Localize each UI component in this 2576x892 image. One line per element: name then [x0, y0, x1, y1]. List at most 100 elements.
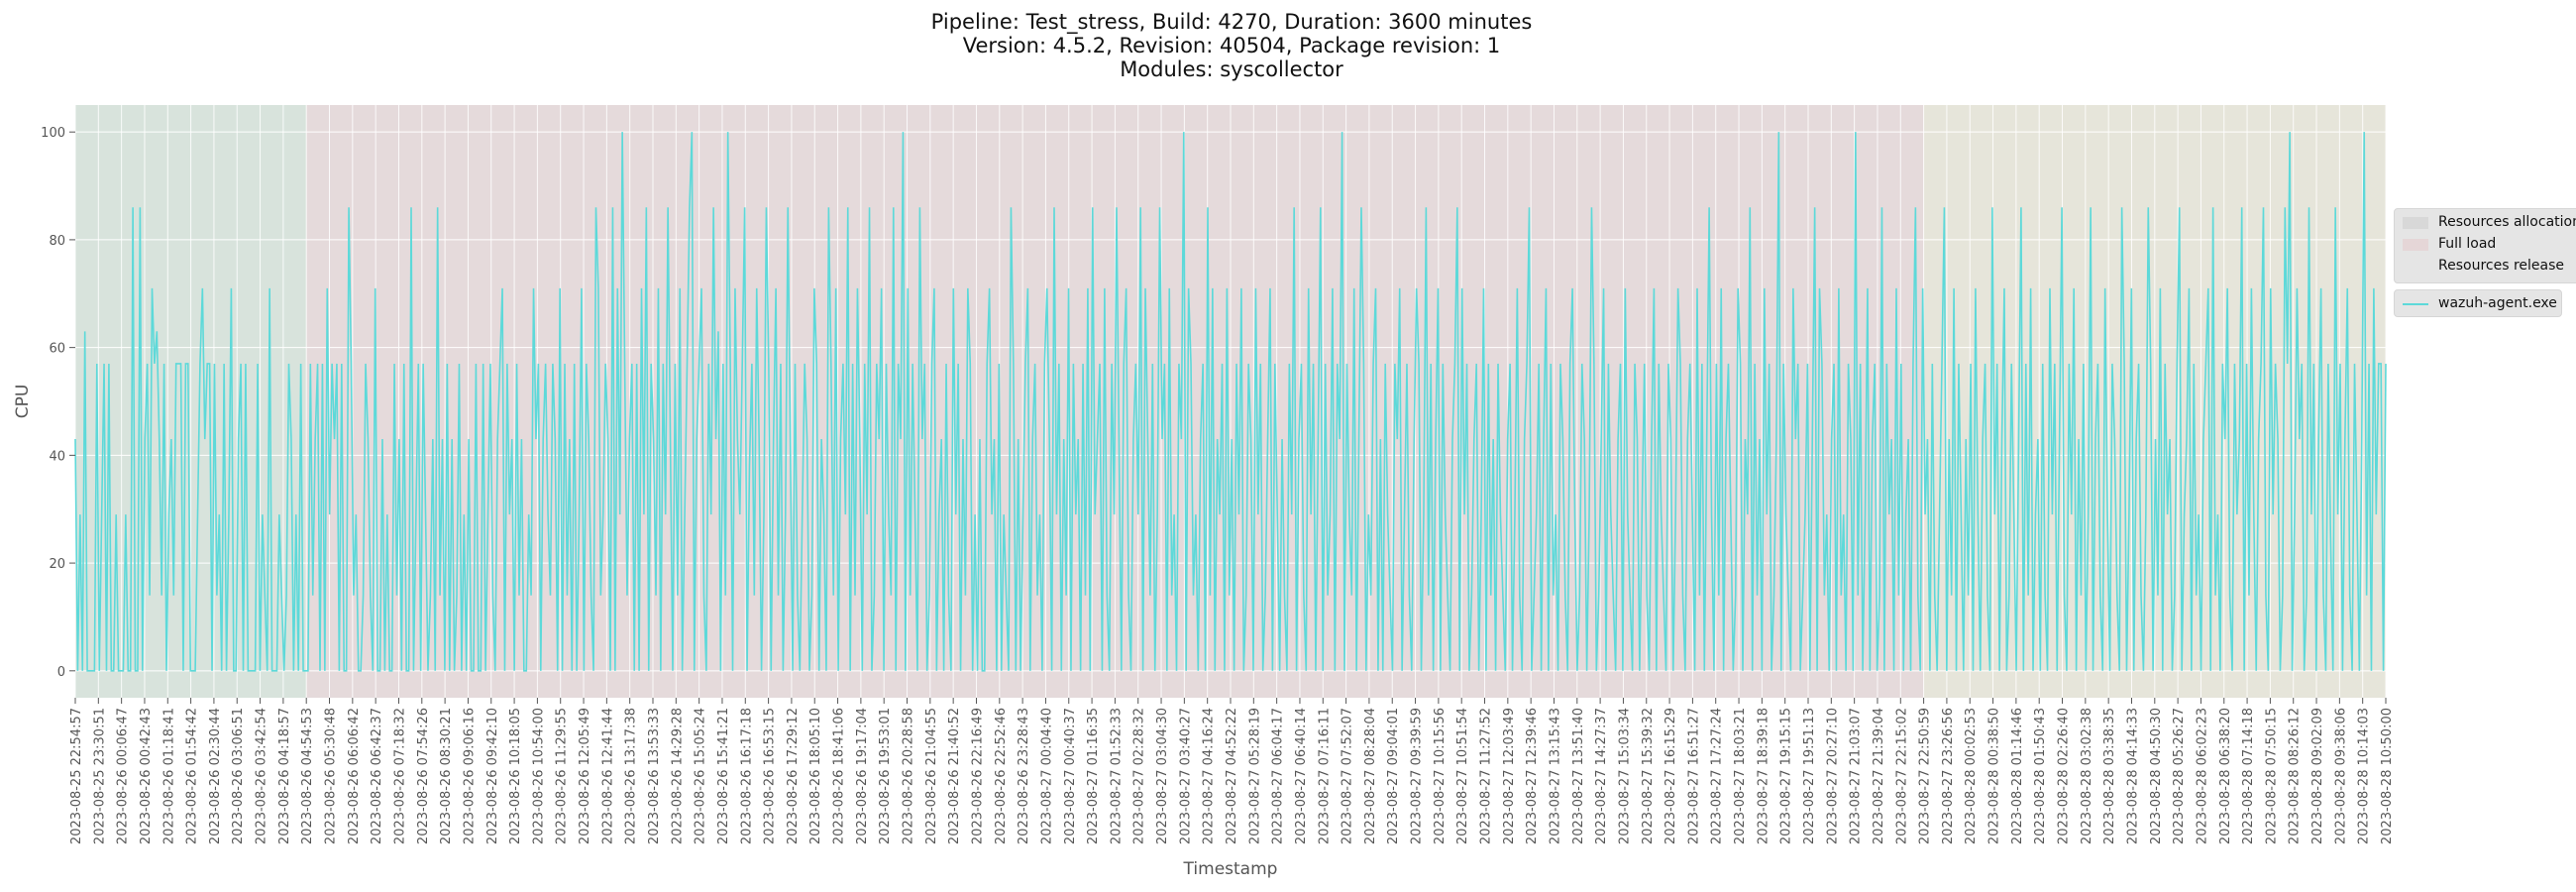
x-tick-label: 2023-08-28 00:38:50 [1987, 708, 2002, 844]
chart-subtitle-1: Version: 4.5.2, Revision: 40504, Package… [962, 34, 1501, 57]
x-tick-label: 2023-08-25 22:54:57 [69, 708, 84, 844]
x-tick-label: 2023-08-27 06:04:17 [1271, 708, 1286, 844]
x-tick-label: 2023-08-27 01:16:35 [1086, 708, 1101, 844]
x-tick-label: 2023-08-26 04:54:53 [300, 708, 315, 844]
legend-entry-wazuh-agent: wazuh-agent.exe [2395, 292, 2561, 314]
x-tick-label: 2023-08-27 22:15:02 [1894, 708, 1909, 844]
x-tick-label: 2023-08-27 18:39:18 [1756, 708, 1771, 844]
x-tick-label: 2023-08-27 05:28:19 [1247, 708, 1262, 844]
x-tick-label: 2023-08-27 15:03:34 [1617, 708, 1632, 844]
x-tick-label: 2023-08-28 02:26:40 [2057, 708, 2072, 844]
y-tick-label: 80 [49, 234, 65, 249]
legend-swatch-release [2403, 261, 2428, 273]
x-tick-label: 2023-08-28 03:38:35 [2102, 708, 2117, 844]
x-tick-label: 2023-08-28 04:14:33 [2125, 708, 2140, 844]
x-tick-label: 2023-08-26 19:17:04 [855, 708, 870, 844]
x-tick-label: 2023-08-27 17:27:24 [1710, 708, 1725, 844]
x-tick-label: 2023-08-26 03:42:54 [255, 708, 269, 844]
x-tick-label: 2023-08-26 23:28:43 [1017, 708, 1031, 844]
x-tick-label: 2023-08-27 07:52:07 [1341, 708, 1355, 844]
legend-swatch-full-load [2403, 239, 2428, 251]
x-tick-label: 2023-08-26 13:17:38 [624, 708, 639, 844]
x-tick-label: 2023-08-27 00:40:37 [1063, 708, 1078, 844]
legend-entry-resources-allocation: Resources allocation [2395, 211, 2576, 233]
x-tick-label: 2023-08-27 02:28:32 [1132, 708, 1147, 844]
x-tick-label: 2023-08-27 07:16:11 [1317, 708, 1332, 844]
x-tick-label: 2023-08-28 10:50:00 [2380, 708, 2395, 844]
y-tick-label: 60 [49, 342, 65, 357]
x-tick-label: 2023-08-28 09:38:06 [2333, 708, 2348, 844]
x-tick-label: 2023-08-28 00:02:53 [1964, 708, 1979, 844]
x-tick-label: 2023-08-27 11:27:52 [1479, 708, 1494, 844]
x-tick-label: 2023-08-26 07:18:32 [392, 708, 407, 844]
x-tick-label: 2023-08-28 08:26:12 [2288, 708, 2303, 844]
x-tick-label: 2023-08-27 08:28:04 [1363, 708, 1378, 844]
x-tick-label: 2023-08-28 07:50:15 [2264, 708, 2279, 844]
x-tick-label: 2023-08-27 06:40:14 [1294, 708, 1309, 844]
x-tick-label: 2023-08-28 05:26:27 [2172, 708, 2187, 844]
x-axis-label: Timestamp [1183, 859, 1278, 879]
x-tick-label: 2023-08-26 21:04:55 [924, 708, 939, 844]
x-tick-label: 2023-08-27 12:39:46 [1525, 708, 1540, 844]
x-tick-label: 2023-08-26 15:41:21 [716, 708, 731, 844]
series-legend: wazuh-agent.exe [2394, 289, 2562, 317]
x-tick-label: 2023-08-27 03:04:30 [1155, 708, 1170, 844]
x-tick-label: 2023-08-27 19:51:13 [1802, 708, 1817, 844]
x-tick-label: 2023-08-28 01:14:46 [2010, 708, 2025, 844]
x-tick-label: 2023-08-26 14:29:28 [670, 708, 685, 844]
x-tick-label: 2023-08-26 16:53:15 [763, 708, 778, 844]
x-tick-label: 2023-08-26 07:54:26 [416, 708, 431, 844]
x-tick-label: 2023-08-27 21:03:07 [1849, 708, 1864, 844]
x-tick-label: 2023-08-27 10:15:56 [1433, 708, 1448, 844]
x-tick-label: 2023-08-27 14:27:37 [1594, 708, 1609, 844]
x-tick-label: 2023-08-27 13:51:40 [1571, 708, 1586, 844]
chart-subtitle-2: Modules: syscollector [1120, 57, 1343, 81]
x-tick-label: 2023-08-26 05:30:48 [324, 708, 339, 844]
x-tick-label: 2023-08-27 04:52:22 [1225, 708, 1239, 844]
x-tick-label: 2023-08-26 10:54:00 [531, 708, 546, 844]
x-tick-label: 2023-08-26 22:16:49 [970, 708, 985, 844]
x-tick-label: 2023-08-27 16:15:29 [1664, 708, 1678, 844]
x-tick-label: 2023-08-28 07:14:18 [2241, 708, 2256, 844]
x-tick-label: 2023-08-28 06:02:23 [2195, 708, 2209, 844]
y-axis-label: CPU [13, 385, 33, 419]
x-tick-label: 2023-08-27 15:39:32 [1641, 708, 1656, 844]
x-tick-label: 2023-08-26 00:06:47 [116, 708, 131, 844]
x-tick-label: 2023-08-26 06:06:42 [347, 708, 362, 844]
x-tick-label: 2023-08-26 20:28:58 [902, 708, 916, 844]
chart-title-block: Pipeline: Test_stress, Build: 4270, Dura… [0, 10, 2463, 81]
x-tick-label: 2023-08-26 06:42:37 [370, 708, 384, 844]
x-tick-label: 2023-08-26 18:41:06 [832, 708, 847, 844]
x-tick-label: 2023-08-26 01:54:42 [185, 708, 200, 844]
x-tick-label: 2023-08-26 02:30:44 [208, 708, 223, 844]
x-tick-label: 2023-08-26 22:52:46 [994, 708, 1009, 844]
y-tick-label: 100 [41, 126, 65, 141]
x-tick-label: 2023-08-27 00:04:40 [1039, 708, 1054, 844]
y-axis-ticks: 0 20 40 60 80 100 [41, 126, 75, 680]
x-tick-label: 2023-08-26 21:40:52 [947, 708, 962, 844]
x-tick-label: 2023-08-27 03:40:27 [1178, 708, 1193, 844]
x-tick-label: 2023-08-28 04:50:30 [2149, 708, 2164, 844]
x-tick-label: 2023-08-27 20:27:10 [1825, 708, 1840, 844]
x-tick-label: 2023-08-26 09:06:16 [462, 708, 477, 844]
x-axis-ticks: 2023-08-25 22:54:57 2023-08-25 23:30:51 20… [69, 698, 2395, 844]
x-tick-label: 2023-08-26 12:41:44 [600, 708, 615, 844]
legend-label: wazuh-agent.exe [2438, 295, 2557, 311]
x-tick-label: 2023-08-26 15:05:24 [694, 708, 708, 844]
legend-entry-resources-release: Resources release [2395, 255, 2576, 277]
y-tick-label: 0 [57, 665, 65, 680]
y-tick-label: 20 [49, 557, 65, 572]
x-tick-label: 2023-08-27 10:51:54 [1455, 708, 1470, 844]
x-tick-label: 2023-08-27 12:03:49 [1502, 708, 1517, 844]
x-tick-label: 2023-08-26 10:18:05 [508, 708, 523, 844]
x-tick-label: 2023-08-26 04:18:57 [277, 708, 292, 844]
x-tick-label: 2023-08-26 01:18:41 [161, 708, 176, 844]
x-tick-label: 2023-08-28 06:38:20 [2218, 708, 2233, 844]
x-tick-label: 2023-08-28 09:02:09 [2310, 708, 2325, 844]
series-layer [74, 132, 2387, 672]
x-tick-label: 2023-08-28 10:14:03 [2357, 708, 2372, 844]
x-tick-label: 2023-08-26 03:06:51 [231, 708, 246, 844]
x-tick-label: 2023-08-26 09:42:10 [485, 708, 500, 844]
y-tick-label: 40 [49, 449, 65, 464]
